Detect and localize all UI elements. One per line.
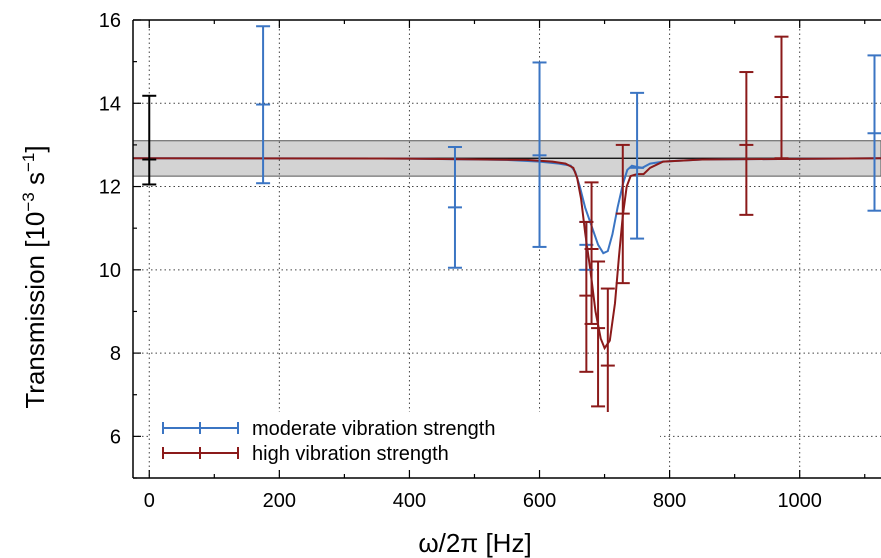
series-1-point-6 [774, 35, 789, 160]
y-axis-title-end: ] [20, 145, 50, 152]
series-0-point-5 [867, 54, 881, 212]
error-bar-layer [142, 25, 881, 443]
y-tick-label-1: 8 [110, 343, 121, 365]
series-0-point-1 [447, 145, 462, 269]
legend-background [150, 412, 660, 470]
series-0-point-4 [630, 91, 645, 240]
series-1-point-1 [584, 181, 599, 325]
axes-layer: 0 200 400 600 800 1000 6 8 10 12 14 16 [99, 10, 881, 512]
y-tick-label-3: 12 [99, 177, 121, 199]
y-tick-label-2: 10 [99, 260, 121, 282]
reference-point [142, 94, 157, 186]
y-axis-title-unit: s [20, 172, 50, 192]
series-1-point-2 [591, 260, 606, 408]
series-1-point-4 [615, 143, 630, 285]
series-1-point-5 [739, 71, 754, 216]
legend-label-1: high vibration strength [252, 443, 449, 465]
y-axis-title-exp1: −3 [19, 192, 38, 211]
x-tick-label-1: 200 [263, 490, 296, 512]
y-axis-title-exp2: −1 [19, 153, 38, 172]
series-curve-1 [132, 157, 881, 351]
y-axis-title-main: Transmission [10 [20, 212, 50, 409]
legend-label-0: moderate vibration strength [252, 418, 495, 440]
legend: moderate vibration strength high vibratio… [150, 412, 660, 470]
y-tick-label-0: 6 [110, 426, 121, 448]
series-0-point-0 [256, 25, 271, 185]
x-tick-label-3: 600 [523, 490, 556, 512]
x-tick-label-0: 0 [144, 490, 155, 512]
x-axis-title: ω/2π [Hz] [418, 528, 531, 558]
x-tick-label-5: 1000 [777, 490, 822, 512]
y-tick-label-4: 14 [99, 93, 121, 115]
series-0-point-2 [532, 61, 547, 248]
x-tick-label-4: 800 [653, 490, 686, 512]
x-tick-label-2: 400 [393, 490, 426, 512]
y-axis-title: Transmission [10−3 s−1] [19, 145, 50, 408]
y-tick-label-5: 16 [99, 10, 121, 32]
grid-layer [133, 19, 881, 478]
